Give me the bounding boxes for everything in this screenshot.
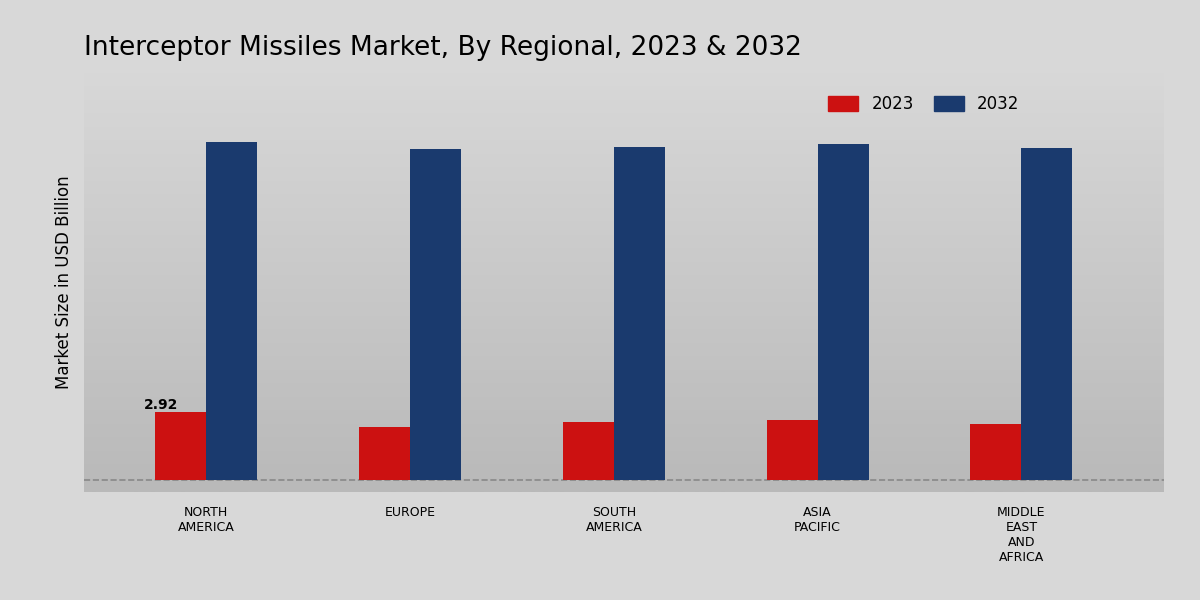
Bar: [817, 145, 869, 481]
Bar: [206, 142, 257, 481]
Text: Interceptor Missiles Market, By Regional, 2023 & 2032: Interceptor Missiles Market, By Regional…: [84, 35, 802, 61]
Bar: [1021, 148, 1073, 481]
Bar: [971, 424, 1021, 481]
Bar: [410, 149, 461, 481]
Bar: [155, 412, 206, 481]
Bar: [614, 146, 665, 481]
Bar: [359, 427, 410, 481]
Legend: 2023, 2032: 2023, 2032: [821, 89, 1026, 120]
Text: 2.92: 2.92: [144, 398, 179, 412]
Bar: [563, 422, 614, 481]
Y-axis label: Market Size in USD Billion: Market Size in USD Billion: [55, 175, 73, 389]
Bar: [767, 419, 817, 481]
